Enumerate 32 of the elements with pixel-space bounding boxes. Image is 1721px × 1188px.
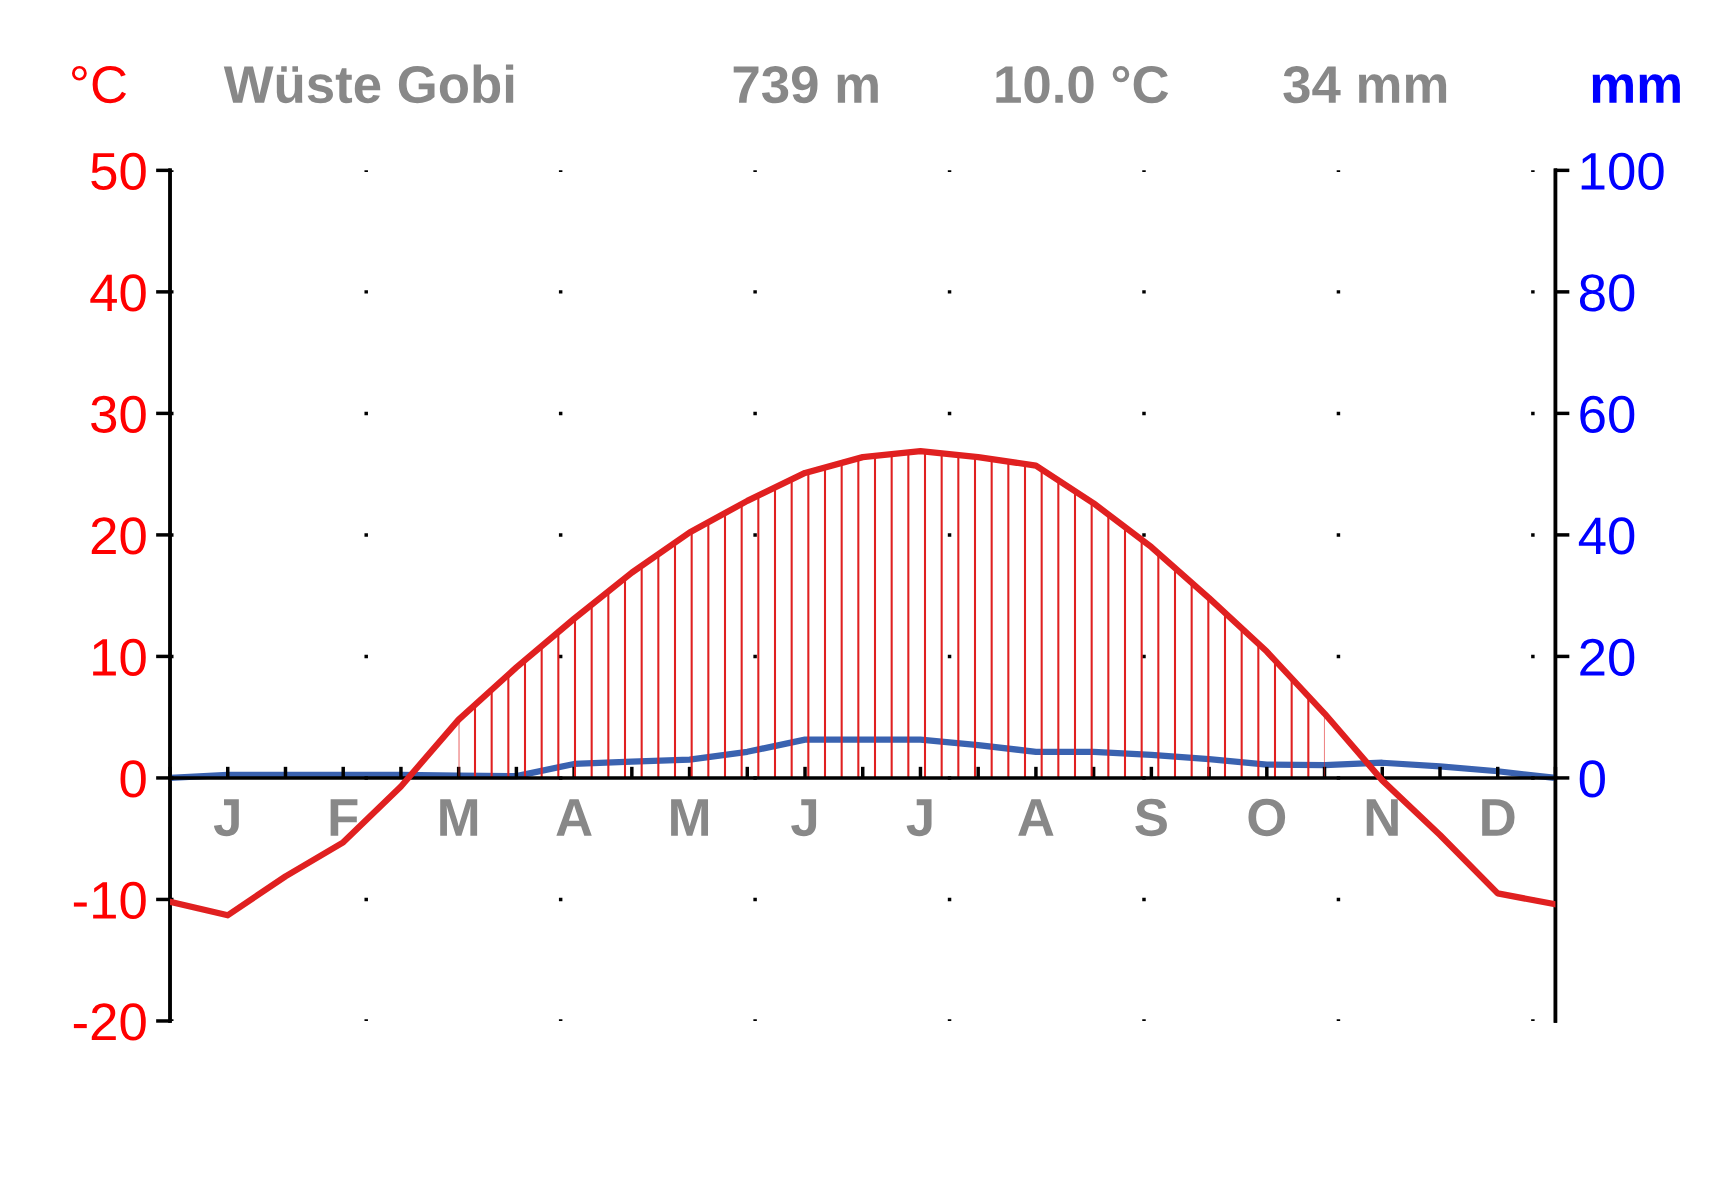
y-tick-label: -20 [73,1003,146,1041]
y-tick-label: 30 [91,395,146,434]
y2-tick-label: 60 [1580,395,1635,434]
x-tick-label: F [330,799,358,836]
chart-title: Wüste Gobi [223,64,514,104]
y-tick-label: 0 [120,760,146,798]
x-tick-label: N [1366,799,1398,836]
y-tick-label: 50 [91,152,146,190]
x-tick-label: D [1482,799,1515,836]
y2-tick-label: 20 [1580,638,1635,677]
y2-axis-title: mm [1592,74,1680,103]
x-tick-label: J [213,799,239,837]
y-tick-label: 40 [90,274,146,312]
text: 10.0 °C [996,65,1169,104]
x-tick-label: O [1248,798,1286,837]
y-axis-title: °C [71,65,127,104]
x-tick-label: A [556,799,592,836]
x-tick-label: J [906,799,932,837]
x-tick-label: A [1018,799,1054,836]
y-tick-label: 10 [93,638,146,677]
y2-tick-label: 100 [1581,152,1664,190]
x-tick-label: J [791,799,817,837]
text: 34 mm [1283,65,1447,104]
x-tick-label: M [671,799,709,836]
text: 739 m [733,65,878,104]
x-tick-label: M [440,799,478,836]
y-tick-label: 20 [91,517,146,555]
y-tick-label: -10 [73,881,146,920]
x-tick-label: S [1135,798,1167,837]
y2-tick-label: 80 [1579,274,1635,312]
y2-tick-label: 0 [1579,760,1605,798]
y2-tick-label: 40 [1578,517,1635,555]
